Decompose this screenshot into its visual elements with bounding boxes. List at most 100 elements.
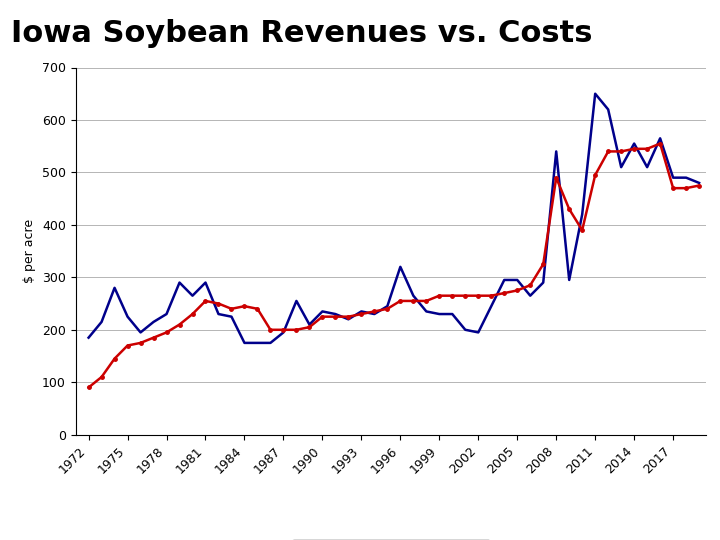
Revenues — [474, 329, 482, 336]
Costs — [318, 313, 327, 320]
Text: Ag Decision Maker: Ag Decision Maker — [547, 493, 709, 507]
Costs — [357, 311, 366, 318]
Costs — [656, 140, 665, 147]
Line: Costs: Costs — [87, 142, 701, 389]
Costs — [266, 327, 275, 333]
Costs — [461, 293, 469, 299]
Costs — [617, 148, 626, 154]
Revenues — [292, 298, 301, 304]
Costs — [552, 174, 561, 181]
Costs — [97, 374, 106, 380]
Costs — [240, 303, 249, 309]
Costs — [305, 324, 314, 330]
Revenues — [266, 340, 275, 346]
Costs — [539, 261, 547, 267]
Revenues — [578, 211, 587, 218]
Line: Revenues: Revenues — [89, 94, 699, 343]
Costs — [136, 340, 145, 346]
Revenues — [630, 140, 639, 147]
Revenues — [162, 311, 171, 318]
Costs — [123, 342, 132, 349]
Costs — [526, 282, 534, 288]
Revenues — [435, 311, 444, 318]
Revenues — [84, 334, 93, 341]
Costs — [500, 290, 508, 296]
Revenues — [136, 329, 145, 336]
Revenues — [422, 308, 431, 315]
Costs — [84, 384, 93, 391]
Costs — [643, 146, 652, 152]
Revenues — [97, 319, 106, 325]
Revenues — [318, 308, 327, 315]
Revenues — [123, 313, 132, 320]
Costs — [435, 293, 444, 299]
Revenues — [409, 293, 418, 299]
Revenues — [682, 174, 690, 181]
Revenues — [539, 279, 547, 286]
Costs — [409, 298, 418, 304]
Costs — [344, 313, 353, 320]
Revenues — [500, 276, 508, 283]
Costs — [279, 327, 288, 333]
Revenues — [331, 311, 340, 318]
Costs — [188, 311, 197, 318]
Text: IOWA STATE UNIVERSITY: IOWA STATE UNIVERSITY — [11, 480, 277, 498]
Revenues — [669, 174, 678, 181]
Revenues — [305, 321, 314, 328]
Costs — [370, 308, 379, 315]
Costs — [604, 148, 613, 154]
Revenues — [240, 340, 249, 346]
Costs — [513, 287, 521, 294]
Revenues — [565, 276, 574, 283]
Costs — [630, 146, 639, 152]
Revenues — [188, 293, 197, 299]
Revenues — [279, 329, 288, 336]
Revenues — [396, 264, 405, 270]
Revenues — [604, 106, 613, 113]
Costs — [565, 206, 574, 212]
Costs — [448, 293, 456, 299]
Costs — [474, 293, 482, 299]
Revenues — [591, 91, 600, 97]
Costs — [383, 306, 392, 312]
Costs — [214, 300, 222, 307]
Revenues — [487, 303, 495, 309]
Revenues — [175, 279, 184, 286]
Revenues — [253, 340, 262, 346]
Costs — [591, 172, 600, 178]
Revenues — [201, 279, 210, 286]
Revenues — [110, 285, 119, 291]
Costs — [227, 306, 235, 312]
Costs — [292, 327, 301, 333]
Revenues — [526, 293, 534, 299]
Costs — [669, 185, 678, 191]
Revenues — [149, 319, 158, 325]
Costs — [578, 227, 587, 233]
Revenues — [370, 311, 379, 318]
Y-axis label: $ per acre: $ per acre — [23, 219, 36, 283]
Costs — [253, 306, 262, 312]
Costs — [695, 183, 703, 189]
Costs — [175, 321, 184, 328]
Revenues — [461, 327, 469, 333]
Revenues — [643, 164, 652, 171]
Costs — [422, 298, 431, 304]
Costs — [149, 334, 158, 341]
Costs — [487, 293, 495, 299]
Text: Iowa Soybean Revenues vs. Costs: Iowa Soybean Revenues vs. Costs — [11, 19, 593, 48]
Costs — [162, 329, 171, 336]
Revenues — [357, 308, 366, 315]
Revenues — [227, 313, 235, 320]
Revenues — [695, 180, 703, 186]
Revenues — [383, 303, 392, 309]
Revenues — [656, 135, 665, 141]
Costs — [682, 185, 690, 191]
Costs — [110, 355, 119, 362]
Costs — [331, 313, 340, 320]
Costs — [396, 298, 405, 304]
Revenues — [617, 164, 626, 171]
Revenues — [344, 316, 353, 322]
Revenues — [552, 148, 561, 154]
Revenues — [513, 276, 521, 283]
Revenues — [448, 311, 456, 318]
